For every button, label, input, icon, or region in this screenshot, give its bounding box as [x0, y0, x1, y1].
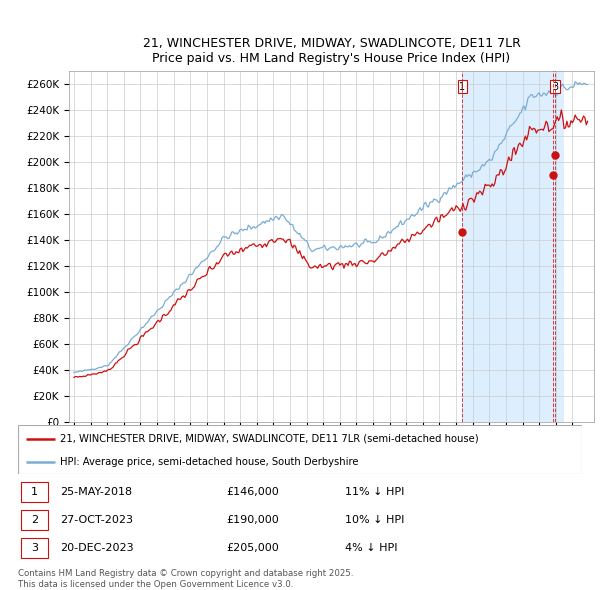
FancyBboxPatch shape — [21, 510, 48, 530]
Text: Contains HM Land Registry data © Crown copyright and database right 2025.
This d: Contains HM Land Registry data © Crown c… — [18, 569, 353, 589]
Text: £190,000: £190,000 — [227, 515, 280, 525]
Text: £205,000: £205,000 — [227, 543, 280, 553]
Text: 3: 3 — [552, 81, 559, 91]
Text: 1: 1 — [460, 81, 466, 91]
Text: 1: 1 — [31, 487, 38, 497]
FancyBboxPatch shape — [21, 537, 48, 558]
FancyBboxPatch shape — [21, 482, 48, 502]
Bar — [463, 71, 563, 422]
Text: 21, WINCHESTER DRIVE, MIDWAY, SWADLINCOTE, DE11 7LR (semi-detached house): 21, WINCHESTER DRIVE, MIDWAY, SWADLINCOT… — [60, 434, 479, 444]
Title: 21, WINCHESTER DRIVE, MIDWAY, SWADLINCOTE, DE11 7LR
Price paid vs. HM Land Regis: 21, WINCHESTER DRIVE, MIDWAY, SWADLINCOT… — [143, 38, 520, 65]
Text: 20-DEC-2023: 20-DEC-2023 — [60, 543, 134, 553]
Text: 11% ↓ HPI: 11% ↓ HPI — [345, 487, 404, 497]
Text: 4% ↓ HPI: 4% ↓ HPI — [345, 543, 398, 553]
Text: HPI: Average price, semi-detached house, South Derbyshire: HPI: Average price, semi-detached house,… — [60, 457, 359, 467]
Text: 25-MAY-2018: 25-MAY-2018 — [60, 487, 133, 497]
Text: 3: 3 — [31, 543, 38, 553]
Text: 2: 2 — [31, 515, 38, 525]
Text: 27-OCT-2023: 27-OCT-2023 — [60, 515, 133, 525]
Text: 10% ↓ HPI: 10% ↓ HPI — [345, 515, 404, 525]
Text: £146,000: £146,000 — [227, 487, 280, 497]
